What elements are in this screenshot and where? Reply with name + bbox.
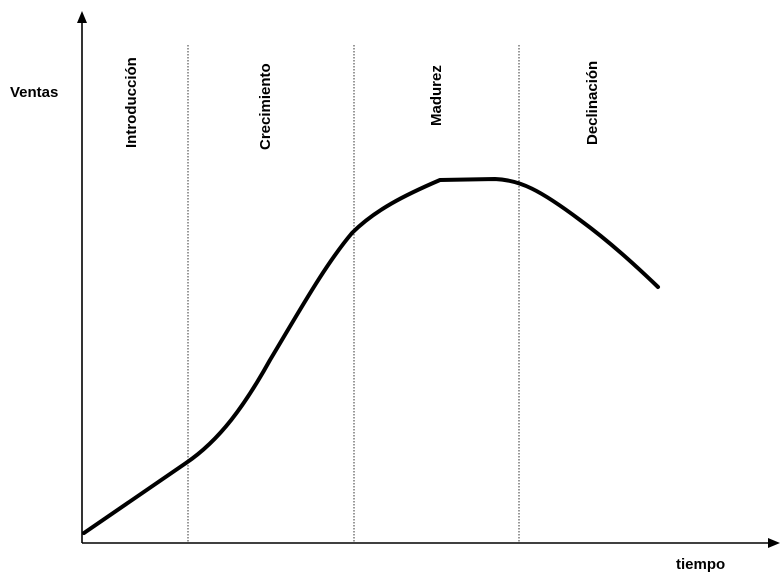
y-axis-arrow-icon [77, 11, 87, 23]
stage-label-crecimiento: Crecimiento [257, 63, 274, 150]
x-axis-arrow-icon [768, 538, 780, 548]
sales-curve [82, 177, 660, 535]
stage-label-declinacion: Declinación [584, 61, 601, 145]
x-axis-label: tiempo [676, 556, 725, 573]
stage-label-introduccion: Introducción [123, 57, 140, 148]
stage-label-madurez: Madurez [428, 65, 445, 126]
y-axis-label: Ventas [10, 84, 58, 101]
